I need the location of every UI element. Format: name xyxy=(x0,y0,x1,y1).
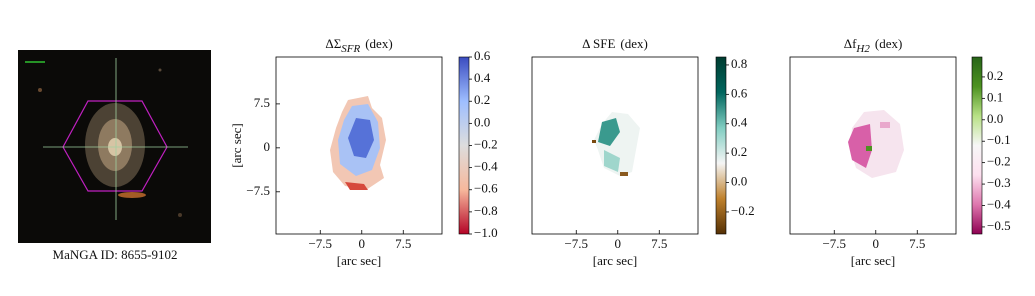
colorbar-tick-label: 0.0 xyxy=(987,111,1003,126)
y-tick-label: −7.5 xyxy=(246,183,270,198)
title-part: Δf xyxy=(844,36,857,51)
title-part: (dex) xyxy=(365,36,392,51)
x-tick-label: −7.5 xyxy=(822,236,846,251)
colorbar-tick-label: −0.3 xyxy=(987,175,1011,190)
colorbar-tick-label: 0.2 xyxy=(987,68,1003,83)
x-tick-label: 0 xyxy=(615,236,622,251)
colorbar-tick-label: −0.5 xyxy=(987,218,1011,233)
title-part: H2 xyxy=(855,43,870,55)
map-3 xyxy=(848,110,904,178)
colorbar-tick-label: −0.2 xyxy=(474,136,498,151)
chart-title: Δ SFE (dex) xyxy=(582,36,648,51)
x-tick-label: 0 xyxy=(359,236,366,251)
colorbar xyxy=(458,56,470,235)
axes-frame xyxy=(275,56,443,235)
colorbar-tick-label: 0.6 xyxy=(731,85,748,100)
chart-title: ΔΣSFR (dex) xyxy=(325,36,392,55)
title-part: (dex) xyxy=(875,36,902,51)
image-caption: MaNGA ID: 8655-9102 xyxy=(53,247,178,262)
colorbar-tick-label: −0.4 xyxy=(987,196,1011,211)
colorbar xyxy=(971,56,983,235)
galaxy-image xyxy=(18,50,211,243)
x-tick-label: −7.5 xyxy=(308,236,332,251)
x-tick-label: 7.5 xyxy=(651,236,667,251)
colorbar-tick-label: −0.1 xyxy=(987,132,1011,147)
colorbar-tick-label: −0.2 xyxy=(731,203,755,218)
x-axis-label: [arc sec] xyxy=(593,253,637,268)
x-tick-label: 7.5 xyxy=(395,236,411,251)
x-tick-label: 0 xyxy=(873,236,880,251)
colorbar-tick-label: −0.6 xyxy=(474,181,498,196)
colorbar xyxy=(715,56,727,235)
colorbar-tick-label: 0.8 xyxy=(731,56,747,71)
colorbar-tick-label: 0.1 xyxy=(987,89,1003,104)
colorbar-tick-label: 0.0 xyxy=(731,174,747,189)
x-tick-label: 7.5 xyxy=(909,236,925,251)
colorbar-tick-label: −1.0 xyxy=(474,225,498,240)
colorbar-tick-label: 0.2 xyxy=(474,92,490,107)
y-tick-label: 7.5 xyxy=(254,95,270,110)
colorbar-tick-label: 0.6 xyxy=(474,48,491,63)
map-2 xyxy=(592,112,640,176)
colorbar-tick-label: −0.8 xyxy=(474,203,498,218)
title-part: ΔΣ xyxy=(325,36,341,51)
x-axis-label: [arc sec] xyxy=(337,253,381,268)
x-axis-label: [arc sec] xyxy=(851,253,895,268)
x-tick-label: −7.5 xyxy=(564,236,588,251)
y-axis-label: [arc sec] xyxy=(229,123,244,167)
colorbar-tick-label: −0.2 xyxy=(987,154,1011,169)
map-1 xyxy=(330,96,386,190)
title-part: Δ SFE xyxy=(582,36,615,51)
axes-frame xyxy=(789,56,957,235)
colorbar-tick-label: −0.4 xyxy=(474,159,498,174)
y-tick-label: 0 xyxy=(264,139,271,154)
colorbar-tick-label: 0.2 xyxy=(731,144,747,159)
colorbar-tick-label: 0.4 xyxy=(474,70,491,85)
title-part: (dex) xyxy=(620,36,647,51)
colorbar-tick-label: 0.0 xyxy=(474,114,490,129)
chart-title: ΔfH2 (dex) xyxy=(844,36,903,55)
colorbar-tick-label: 0.4 xyxy=(731,115,748,130)
axes-frame xyxy=(531,56,699,235)
title-part: SFR xyxy=(341,43,360,55)
